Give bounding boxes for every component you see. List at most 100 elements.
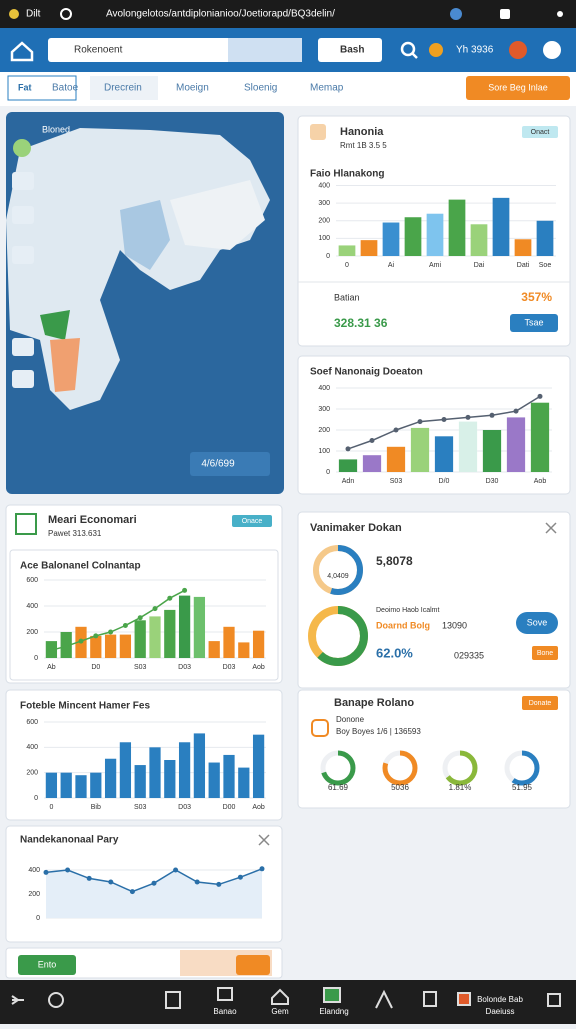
trend-point: [167, 595, 173, 601]
trend-point: [345, 446, 351, 452]
label: Pawet 313.631: [48, 529, 102, 538]
point: [129, 889, 135, 895]
label: Sove: [527, 617, 548, 627]
bar: [193, 733, 206, 798]
bar: [238, 642, 250, 658]
bar: [178, 742, 191, 798]
nav-label: Gem: [271, 1007, 289, 1016]
bar: [119, 634, 132, 658]
bar: [60, 772, 72, 798]
nav-icons[interactable]: [11, 987, 561, 1009]
ring-arc: [504, 750, 540, 786]
label: Yh 3936: [456, 45, 494, 56]
label: 1.81%: [449, 783, 472, 792]
bar: [458, 421, 478, 472]
bar: [386, 446, 406, 472]
bar: [426, 213, 444, 256]
label: Dilt: [26, 9, 41, 20]
y-tick-label: 200: [28, 891, 40, 898]
tab[interactable]: [90, 76, 158, 100]
card-button[interactable]: [510, 314, 558, 332]
point: [151, 880, 157, 886]
close-icons[interactable]: [258, 522, 557, 846]
bar: [193, 596, 206, 658]
bar: [223, 754, 235, 798]
ring-arc: [320, 750, 356, 786]
bar: [252, 630, 265, 658]
label: 029335: [454, 650, 484, 660]
map-card: [6, 112, 284, 494]
trend-point: [369, 438, 375, 443]
bar: [530, 402, 550, 472]
point: [216, 881, 222, 887]
nav-label: Elandng: [319, 1007, 348, 1016]
bar: [164, 609, 176, 658]
label: 357%: [521, 290, 552, 304]
point: [108, 879, 114, 885]
bar: [45, 772, 58, 798]
point: [86, 875, 92, 881]
bar: [134, 765, 146, 798]
point: [237, 874, 243, 880]
nav-label: Banao: [213, 1007, 237, 1016]
bar: [360, 240, 378, 256]
tab-label: Sloenig: [244, 83, 277, 94]
x-tick-label: D30: [486, 478, 499, 485]
card-icon: [15, 513, 37, 535]
trend-point: [537, 393, 543, 399]
bar: [149, 616, 161, 658]
x-tick-label: Ami: [429, 262, 442, 269]
bar: [482, 430, 502, 472]
bar: [410, 427, 430, 472]
point: [43, 869, 49, 875]
x-tick-label: Ab: [47, 664, 56, 671]
card-icon: [310, 124, 326, 140]
toolbar-button[interactable]: [236, 955, 270, 975]
tab-label: Moeign: [176, 83, 209, 94]
chart-title: Soef Nanonaig Doeaton: [310, 367, 423, 378]
search-dropdown[interactable]: [228, 38, 302, 62]
ring-arc: [442, 750, 478, 786]
y-tick-label: 0: [36, 915, 40, 922]
bar: [536, 220, 554, 256]
label: 13090: [442, 620, 467, 630]
bar: [119, 742, 132, 798]
card-icon: [311, 719, 329, 737]
label: Onace: [242, 518, 263, 525]
bar: [338, 459, 358, 472]
trend-point: [122, 623, 128, 628]
y-tick-label: 400: [28, 867, 40, 874]
trend-point: [441, 417, 447, 422]
trend-point: [513, 408, 519, 414]
tab-active[interactable]: [7, 75, 77, 101]
x-tick-label: S03: [134, 804, 147, 811]
x-tick-label: D/0: [439, 478, 450, 485]
bash-button[interactable]: [318, 38, 382, 62]
label: Hanonia: [340, 126, 384, 138]
toolbar-button[interactable]: [18, 955, 76, 975]
ring-arc: [308, 606, 368, 666]
x-tick-label: Adn: [342, 478, 355, 485]
bar: [514, 239, 532, 256]
y-tick-label: 600: [26, 577, 38, 584]
x-tick-label: D0: [91, 664, 100, 671]
y-tick-label: 0: [34, 795, 38, 802]
chart-title: Ace Balonanel Colnantap: [20, 561, 141, 572]
badge: [522, 696, 558, 710]
label: Onact: [531, 129, 550, 136]
x-tick-label: Ai: [388, 262, 395, 269]
card-button[interactable]: [532, 646, 558, 660]
label: 61.69: [328, 783, 349, 792]
label: Boy Boyes 1/6 | 136593: [336, 727, 421, 736]
chart-title: Faio Hlanakong: [310, 169, 384, 180]
bar: [252, 734, 265, 798]
action-button[interactable]: [466, 76, 570, 100]
tab-label: Batoe: [52, 83, 79, 94]
point: [194, 879, 200, 885]
y-tick-label: 100: [318, 448, 330, 455]
bar: [382, 222, 400, 256]
y-tick-label: 400: [318, 385, 330, 392]
card-button[interactable]: [516, 612, 558, 634]
